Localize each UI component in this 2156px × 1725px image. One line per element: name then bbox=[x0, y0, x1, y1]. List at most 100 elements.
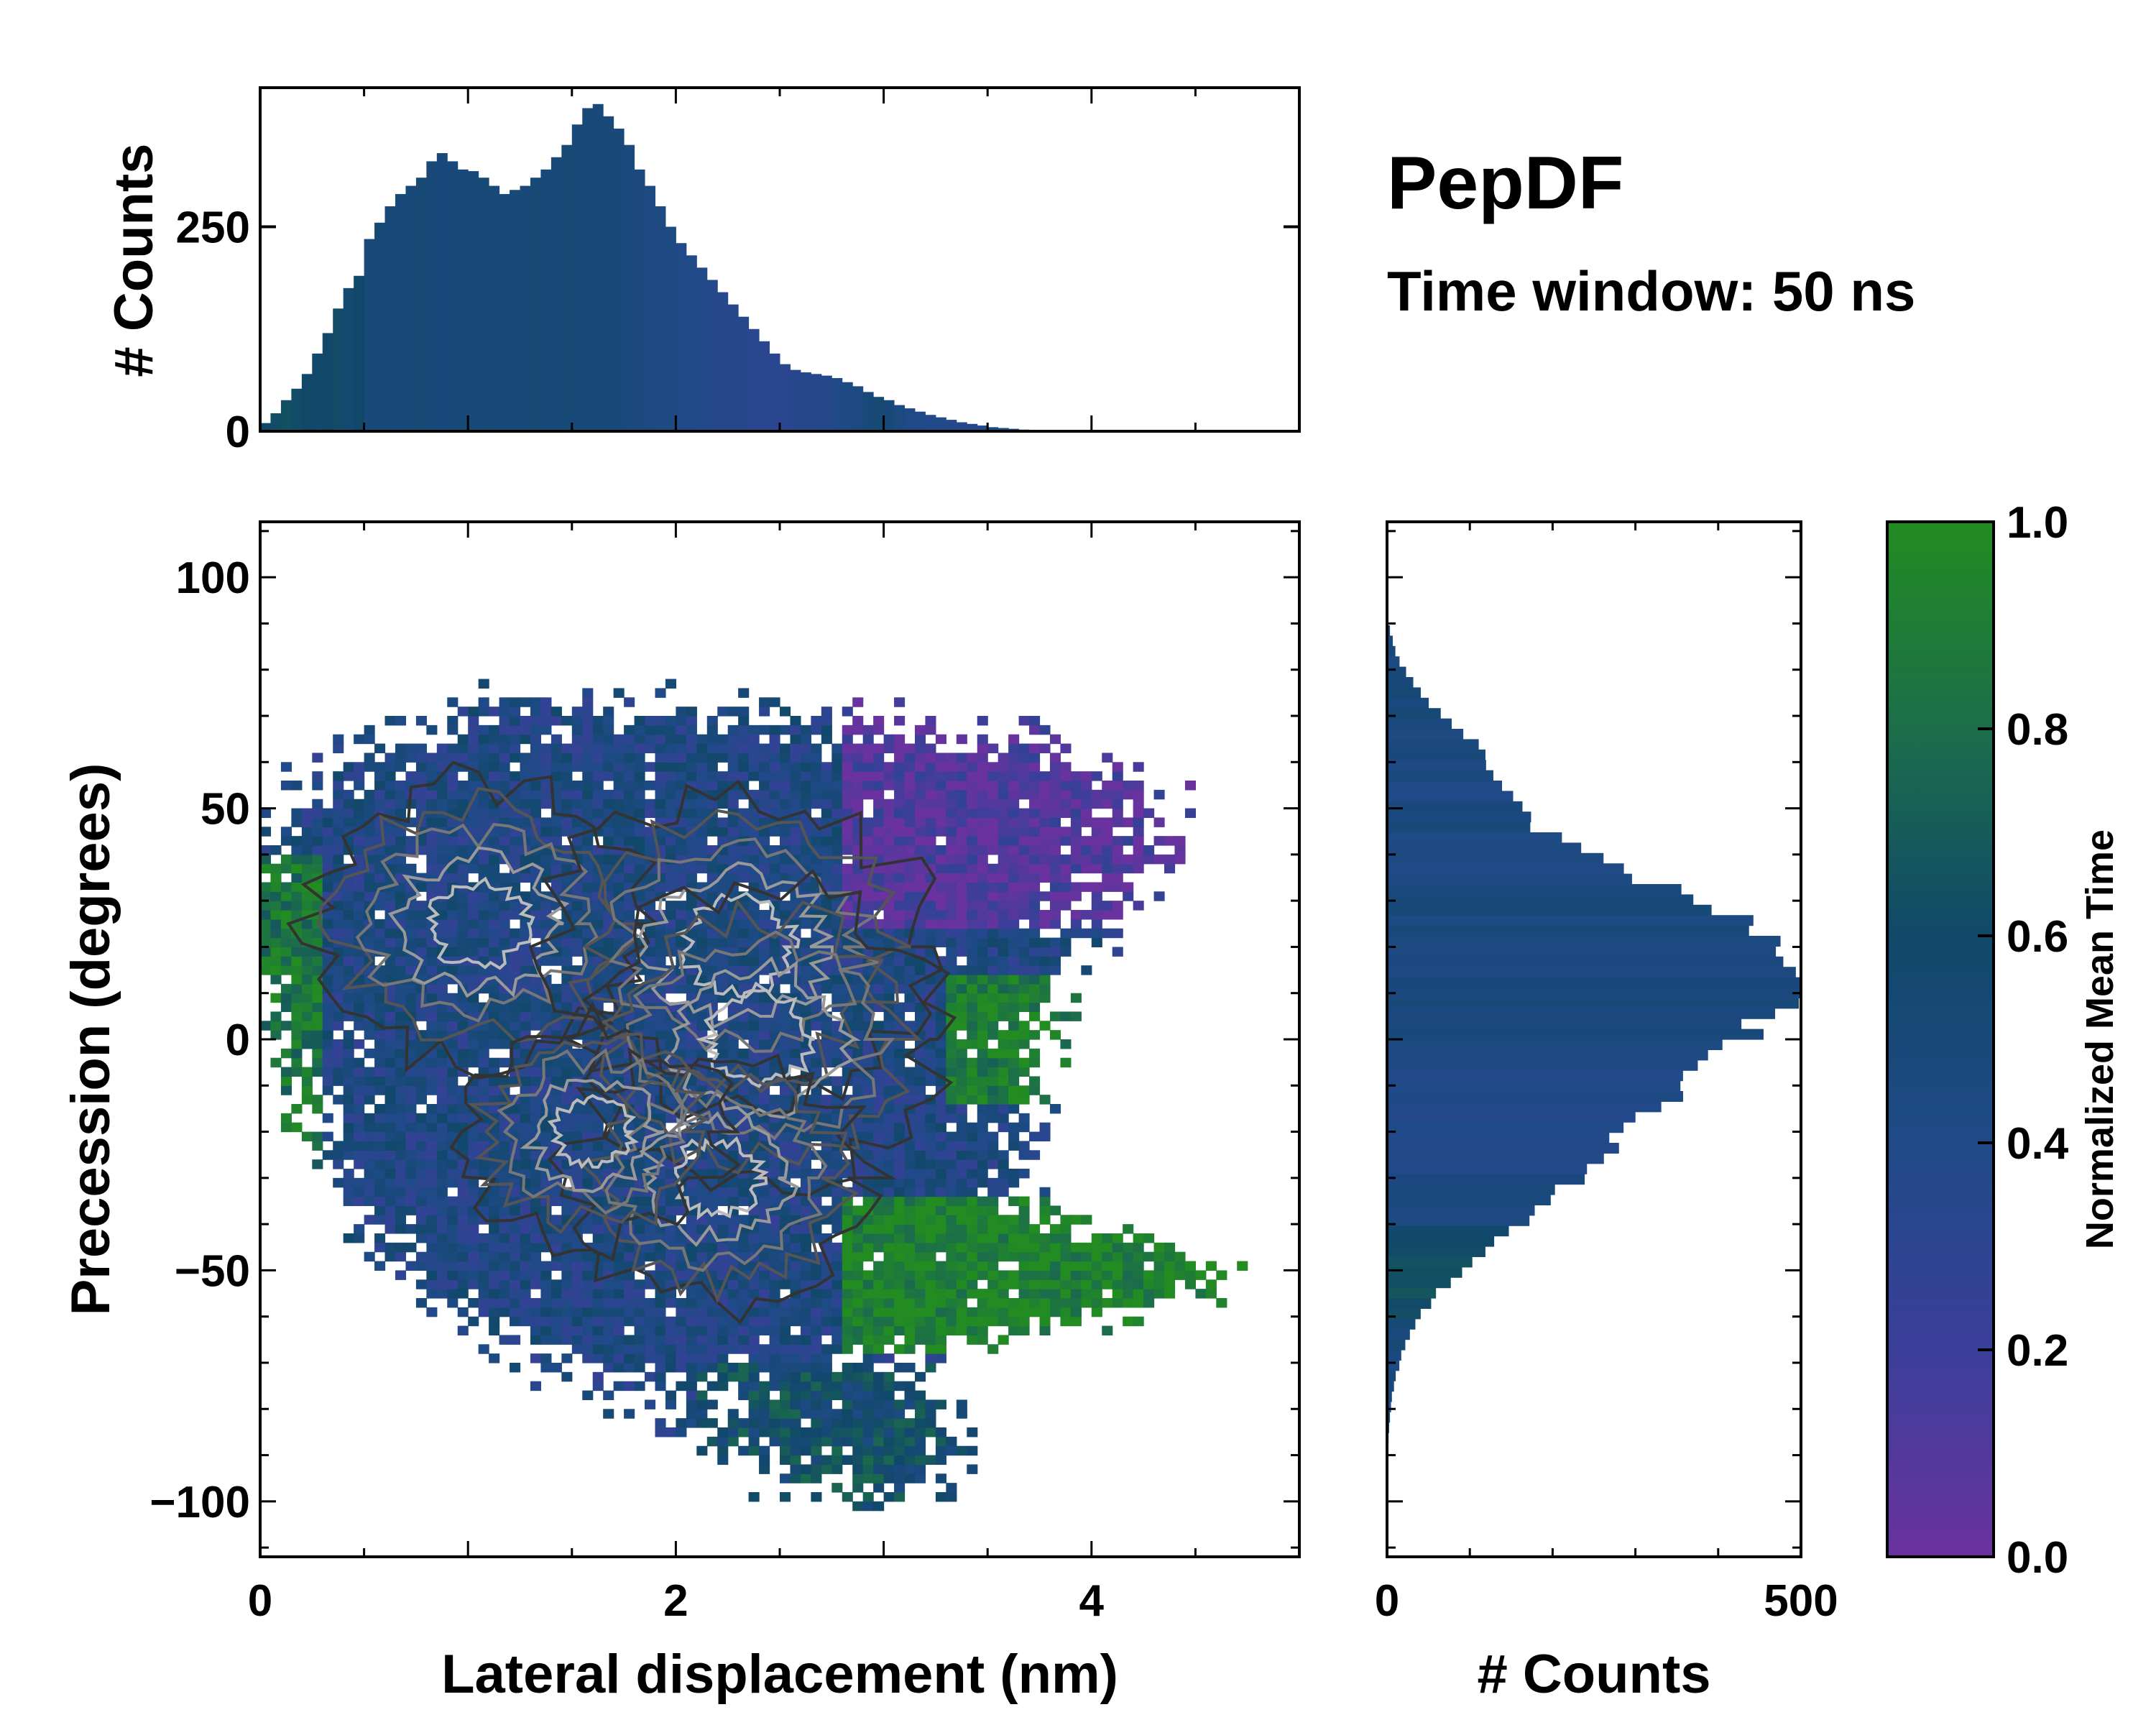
heatmap-cell bbox=[1060, 789, 1072, 800]
heatmap-cell bbox=[738, 1390, 750, 1401]
heatmap-cell bbox=[384, 983, 396, 994]
heatmap-cell bbox=[873, 1344, 885, 1354]
heatmap-cell bbox=[384, 771, 396, 781]
heatmap-cell bbox=[862, 1363, 874, 1373]
heatmap-cell bbox=[769, 1344, 780, 1354]
heatmap-cell bbox=[374, 937, 386, 948]
heatmap-cell bbox=[842, 724, 853, 735]
heatmap-cell bbox=[967, 993, 978, 1003]
heatmap-cell bbox=[1039, 845, 1051, 855]
heatmap-cell bbox=[468, 910, 479, 920]
heatmap-cell bbox=[571, 937, 583, 948]
heatmap-cell bbox=[894, 1399, 906, 1409]
heatmap-cell bbox=[582, 734, 594, 745]
heatmap-cell bbox=[831, 1048, 843, 1059]
heatmap-cell bbox=[354, 845, 365, 855]
heatmap-cell bbox=[862, 827, 874, 837]
heatmap-cell bbox=[1049, 753, 1061, 763]
heatmap-cell bbox=[967, 947, 978, 957]
heatmap-cell bbox=[655, 808, 666, 819]
heatmap-cell bbox=[592, 724, 604, 735]
heatmap-cell bbox=[1008, 799, 1020, 809]
heatmap-cell bbox=[935, 1057, 946, 1068]
heatmap-cell bbox=[405, 845, 417, 855]
top-histogram-bar bbox=[998, 428, 1009, 431]
heatmap-cell bbox=[914, 845, 926, 855]
heatmap-cell bbox=[655, 1307, 666, 1317]
heatmap-cell bbox=[582, 1261, 594, 1271]
heatmap-cell bbox=[946, 1279, 957, 1289]
heatmap-cell bbox=[530, 724, 542, 735]
heatmap-cell bbox=[998, 910, 1009, 920]
heatmap-cell bbox=[831, 1316, 843, 1327]
heatmap-cell bbox=[831, 1159, 843, 1169]
heatmap-cell bbox=[676, 1381, 687, 1392]
heatmap-cell bbox=[956, 1159, 967, 1169]
heatmap-cell bbox=[811, 1224, 822, 1234]
heatmap-cell bbox=[780, 854, 791, 865]
heatmap-cell bbox=[374, 1057, 386, 1068]
heatmap-cell bbox=[759, 1067, 770, 1077]
heatmap-cell bbox=[322, 808, 333, 819]
heatmap-cell bbox=[333, 771, 344, 781]
heatmap-cell bbox=[852, 1381, 864, 1392]
heatmap-cell bbox=[748, 1418, 760, 1428]
heatmap-cell bbox=[852, 1464, 864, 1474]
heatmap-cell bbox=[769, 799, 780, 809]
heatmap-cell bbox=[634, 762, 645, 772]
heatmap-cell bbox=[935, 1307, 946, 1317]
heatmap-cell bbox=[540, 724, 552, 735]
heatmap-cell bbox=[769, 1021, 780, 1031]
heatmap-cell bbox=[894, 956, 906, 966]
heatmap-cell bbox=[592, 789, 604, 800]
heatmap-cell bbox=[987, 1224, 999, 1234]
heatmap-cell bbox=[967, 882, 978, 892]
heatmap-cell bbox=[977, 891, 988, 901]
heatmap-cell bbox=[935, 1039, 946, 1049]
heatmap-cell bbox=[665, 1021, 676, 1031]
heatmap-cell bbox=[634, 827, 645, 837]
heatmap-cell bbox=[904, 901, 916, 911]
heatmap-cell bbox=[686, 817, 697, 827]
heatmap-cell bbox=[873, 1371, 885, 1382]
heatmap-cell bbox=[343, 1002, 354, 1013]
heatmap-cell bbox=[603, 707, 614, 717]
heatmap-cell bbox=[738, 1445, 750, 1456]
heatmap-cell bbox=[561, 956, 573, 966]
heatmap-cell bbox=[613, 781, 625, 791]
heatmap-cell bbox=[582, 1177, 594, 1188]
heatmap-cell bbox=[510, 1242, 521, 1253]
heatmap-cell bbox=[447, 1224, 459, 1234]
heatmap-cell bbox=[759, 993, 770, 1003]
heatmap-cell bbox=[946, 1039, 957, 1049]
heatmap-cell bbox=[457, 965, 469, 975]
heatmap-cell bbox=[1049, 1270, 1061, 1280]
heatmap-cell bbox=[676, 1325, 687, 1336]
heatmap-cell bbox=[550, 1233, 562, 1243]
heatmap-cell bbox=[914, 937, 926, 948]
heatmap-cell bbox=[676, 1307, 687, 1317]
heatmap-cell bbox=[291, 1030, 303, 1040]
heatmap-cell bbox=[811, 1363, 822, 1373]
heatmap-cell bbox=[561, 817, 573, 827]
heatmap-cell bbox=[977, 1196, 988, 1207]
heatmap-cell bbox=[800, 1298, 811, 1308]
heatmap-cell bbox=[374, 1233, 386, 1243]
heatmap-cell bbox=[862, 1325, 874, 1336]
heatmap-cell bbox=[738, 1298, 750, 1308]
heatmap-cell bbox=[956, 1169, 967, 1179]
heatmap-cell bbox=[769, 753, 780, 763]
heatmap-cell bbox=[510, 1316, 521, 1327]
heatmap-cell bbox=[665, 743, 676, 754]
heatmap-cell bbox=[967, 965, 978, 975]
heatmap-cell bbox=[426, 983, 438, 994]
heatmap-cell bbox=[489, 1242, 500, 1253]
heatmap-cell bbox=[894, 1464, 906, 1474]
heatmap-cell bbox=[1029, 827, 1041, 837]
top-histogram-bar bbox=[333, 308, 344, 431]
heatmap-cell bbox=[530, 1002, 542, 1013]
heatmap-cell bbox=[395, 836, 407, 846]
heatmap-cell bbox=[1070, 1270, 1082, 1280]
heatmap-cell bbox=[550, 863, 562, 874]
heatmap-cell bbox=[520, 734, 531, 745]
